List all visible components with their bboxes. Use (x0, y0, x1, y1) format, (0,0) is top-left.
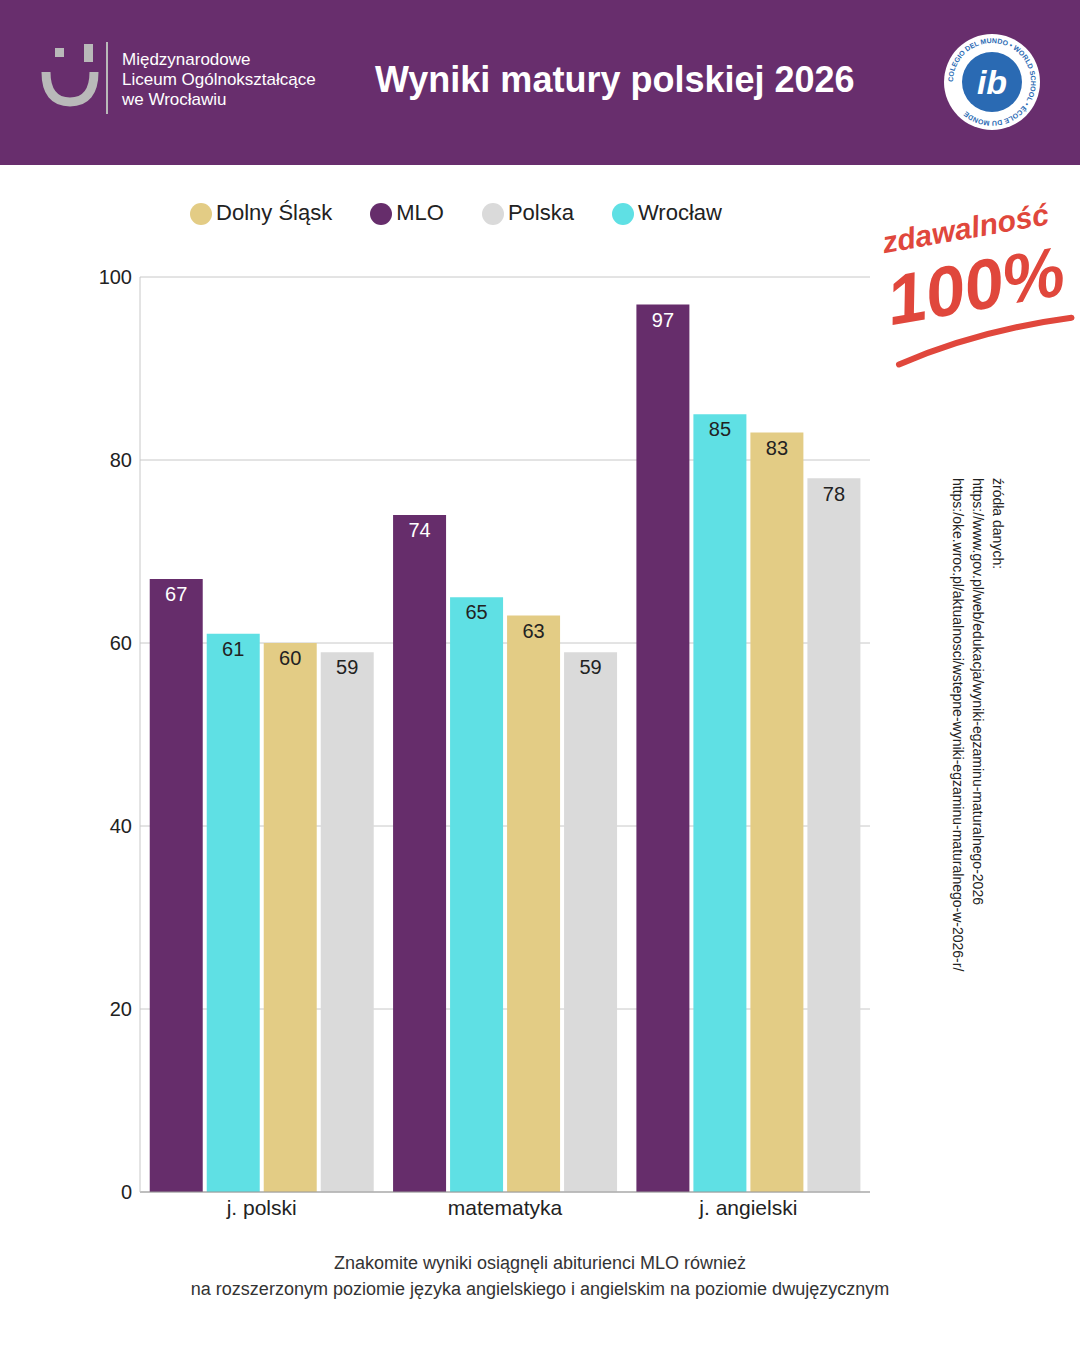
html-text:we Wrocławiu: we Wrocławiu (122, 90, 227, 109)
html-text:Międzynarodowe: Międzynarodowe (122, 50, 251, 69)
svg-text:97: 97 (652, 309, 674, 331)
svg-text:60: 60 (110, 632, 132, 654)
svg-text:59: 59 (579, 656, 601, 678)
html-text:źródła danych:: źródła danych: (990, 478, 1006, 570)
svg-text:COLEGIO DEL MUNDO • WORLD SCHO: COLEGIO DEL MUNDO • WORLD SCHOOL • ÉCOLE… (947, 37, 1037, 127)
svg-text:61: 61 (222, 638, 244, 660)
html-text:Polska: Polska (507, 200, 574, 225)
svg-text:ib: ib (977, 63, 1007, 101)
svg-text:85: 85 (709, 418, 731, 440)
svg-text:83: 83 (766, 437, 788, 459)
svg-text:80: 80 (110, 449, 132, 471)
svg-text:20: 20 (110, 998, 132, 1020)
html-text:https://www.gov.pl/web/edukacj: https://www.gov.pl/web/edukacja/wyniki-e… (970, 478, 986, 905)
svg-text:65: 65 (465, 601, 487, 623)
svg-text:matematyka: matematyka (448, 1196, 563, 1219)
svg-text:40: 40 (110, 815, 132, 837)
svg-text:60: 60 (279, 647, 301, 669)
svg-text:78: 78 (823, 483, 845, 505)
svg-text:63: 63 (522, 620, 544, 642)
svg-text:0: 0 (121, 1181, 132, 1203)
svg-text:74: 74 (408, 519, 430, 541)
svg-text:67: 67 (165, 583, 187, 605)
html-text:100%: 100% (880, 232, 1071, 340)
html-text:Wrocław: Wrocław (638, 200, 722, 225)
html-text:Liceum Ogólnokształcące: Liceum Ogólnokształcące (122, 70, 316, 89)
svg-text:59: 59 (336, 656, 358, 678)
html-text:https:/oke.wroc.pl/aktualnosci: https:/oke.wroc.pl/aktualnosci/wstepne-w… (950, 478, 966, 972)
svg-text:j. angielski: j. angielski (698, 1196, 797, 1219)
html-text:Dolny Śląsk: Dolny Śląsk (216, 200, 333, 225)
svg-text:j. polski: j. polski (226, 1196, 297, 1219)
html-text:MLO: MLO (396, 200, 444, 225)
html-text:Znakomite wyniki osiągnęli abi: Znakomite wyniki osiągnęli abiturienci M… (333, 1253, 747, 1273)
html-text:zdawalność: zdawalność (879, 197, 1052, 260)
html-text:Wyniki matury polskiej 2026: Wyniki matury polskiej 2026 (375, 59, 855, 100)
html-text:na rozszerzonym poziomie język: na rozszerzonym poziomie języka angielsk… (190, 1279, 890, 1299)
svg-text:100: 100 (99, 266, 132, 288)
